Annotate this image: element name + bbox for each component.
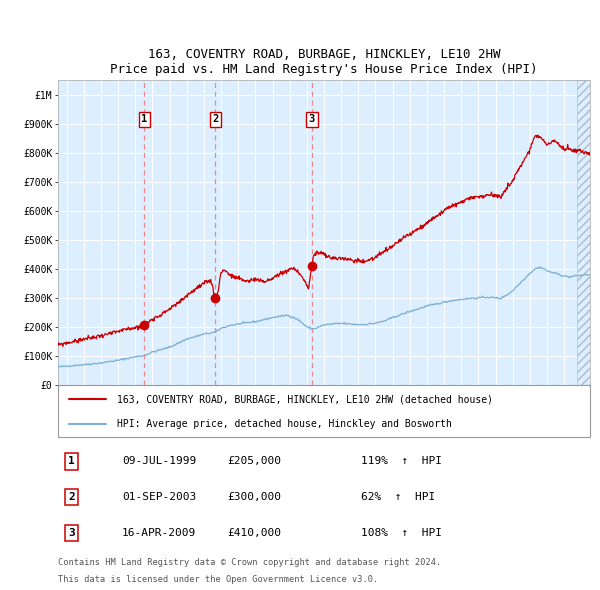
Text: This data is licensed under the Open Government Licence v3.0.: This data is licensed under the Open Gov…: [58, 575, 378, 584]
Text: 163, COVENTRY ROAD, BURBAGE, HINCKLEY, LE10 2HW (detached house): 163, COVENTRY ROAD, BURBAGE, HINCKLEY, L…: [116, 394, 493, 404]
Text: 108%  ↑  HPI: 108% ↑ HPI: [361, 527, 442, 537]
Text: 1: 1: [68, 457, 74, 467]
Text: 01-SEP-2003: 01-SEP-2003: [122, 492, 196, 502]
Text: 3: 3: [308, 114, 315, 124]
Text: 16-APR-2009: 16-APR-2009: [122, 527, 196, 537]
Title: 163, COVENTRY ROAD, BURBAGE, HINCKLEY, LE10 2HW
Price paid vs. HM Land Registry': 163, COVENTRY ROAD, BURBAGE, HINCKLEY, L…: [110, 48, 538, 76]
Text: 3: 3: [68, 527, 74, 537]
Text: £410,000: £410,000: [227, 527, 281, 537]
Text: 09-JUL-1999: 09-JUL-1999: [122, 457, 196, 467]
Text: HPI: Average price, detached house, Hinckley and Bosworth: HPI: Average price, detached house, Hinc…: [116, 419, 451, 429]
Text: 2: 2: [212, 114, 218, 124]
Text: 62%  ↑  HPI: 62% ↑ HPI: [361, 492, 436, 502]
FancyBboxPatch shape: [58, 385, 590, 437]
Text: 2: 2: [68, 492, 74, 502]
Text: 119%  ↑  HPI: 119% ↑ HPI: [361, 457, 442, 467]
Text: 1: 1: [141, 114, 148, 124]
Text: £300,000: £300,000: [227, 492, 281, 502]
Bar: [577, 80, 590, 385]
Text: £205,000: £205,000: [227, 457, 281, 467]
Text: Contains HM Land Registry data © Crown copyright and database right 2024.: Contains HM Land Registry data © Crown c…: [58, 558, 441, 567]
